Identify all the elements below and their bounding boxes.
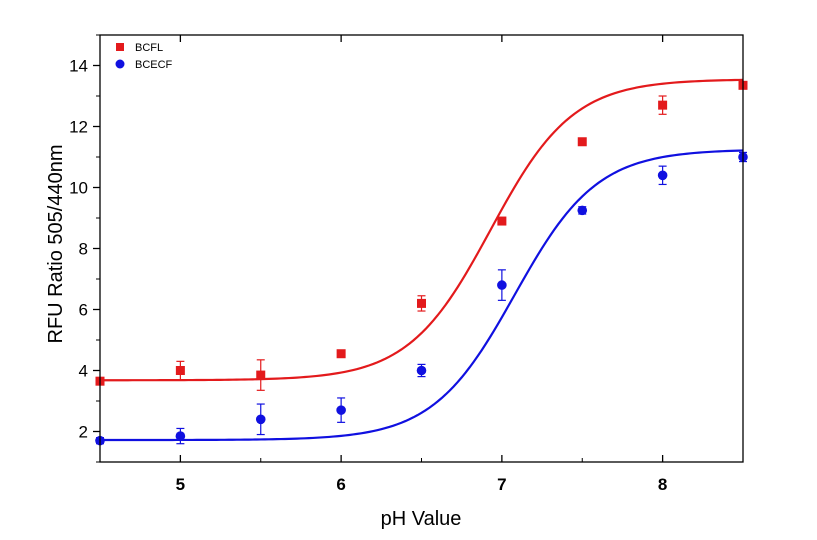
data-point-bcfl	[577, 137, 587, 147]
data-point-bcecf	[336, 405, 346, 415]
legend-marker-bcfl	[116, 43, 124, 51]
legend-label-bcfl: BCFL	[135, 42, 163, 54]
data-point-bcfl	[256, 370, 266, 380]
y-tick-label: 10	[69, 179, 88, 198]
plot-area	[95, 78, 748, 446]
axes: 5 6 7 8 2 4 6 8 10 12 14	[69, 34, 744, 494]
y-tick-label: 4	[79, 362, 88, 381]
x-tick-label: 6	[336, 475, 345, 494]
plot-frame	[99, 34, 744, 463]
data-point-bcecf	[416, 365, 427, 376]
y-tick-label: 14	[69, 57, 88, 76]
fit-curve-bcecf	[100, 149, 744, 442]
data-point-bcfl	[417, 298, 426, 308]
y-tick-label: 6	[79, 301, 88, 320]
data-point-bcfl	[497, 216, 507, 226]
legend-label-bcecf: BCECF	[135, 59, 173, 71]
data-point-bcfl	[658, 100, 668, 110]
legend: BCFL BCECF	[115, 42, 173, 71]
data-point-bcecf	[657, 170, 668, 181]
data-point-bcecf	[255, 414, 266, 425]
x-tick-label: 7	[497, 475, 506, 494]
y-tick-label: 2	[79, 423, 88, 442]
data-point-bcfl	[175, 366, 185, 375]
data-point-bcecf	[497, 280, 507, 290]
x-axis-title: pH Value	[381, 508, 462, 530]
y-tick-label: 8	[79, 240, 88, 259]
data-point-bcecf	[175, 431, 186, 441]
x-tick-label: 8	[658, 475, 667, 494]
x-tick-label: 5	[176, 475, 185, 494]
fit-curve-bcfl	[100, 78, 744, 382]
y-axis-title: RFU Ratio 505/440nm	[45, 145, 67, 344]
data-point-bcfl	[336, 349, 346, 359]
data-point-bcecf	[577, 205, 588, 216]
legend-marker-bcecf	[115, 59, 125, 69]
y-tick-label: 12	[69, 118, 88, 137]
